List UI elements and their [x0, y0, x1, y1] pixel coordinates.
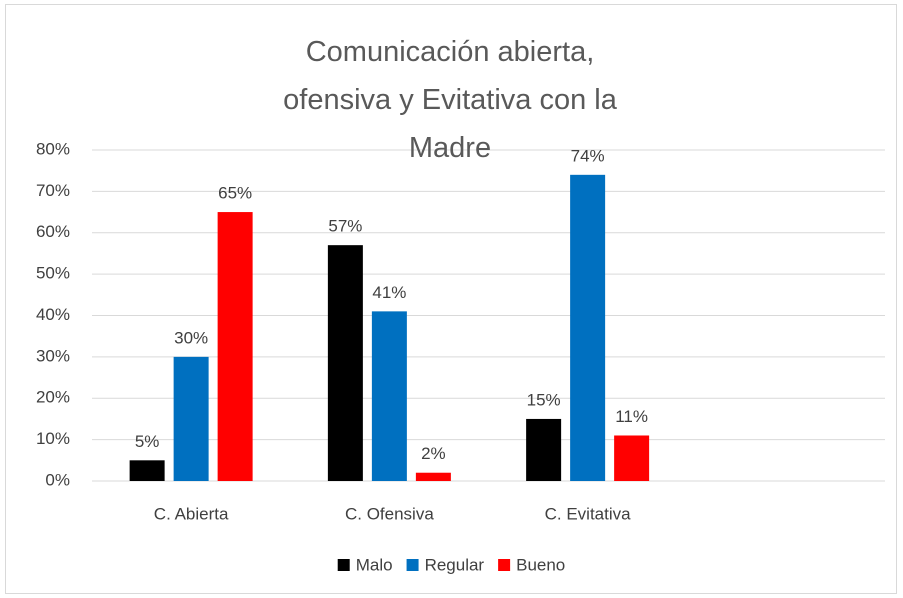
- legend-item: Regular: [406, 555, 485, 574]
- bar: [217, 212, 253, 481]
- legend-swatch: [337, 559, 350, 571]
- y-tick-label: 30%: [36, 346, 70, 365]
- data-label: 2%: [421, 444, 446, 463]
- bar: [614, 435, 650, 481]
- data-label: 11%: [615, 407, 648, 426]
- x-tick-label: C. Abierta: [154, 504, 229, 523]
- data-label: 74%: [571, 146, 605, 165]
- y-tick-label: 0%: [45, 470, 70, 489]
- bar: [129, 460, 165, 481]
- bar: [526, 418, 562, 481]
- legend-item: Malo: [337, 555, 393, 574]
- y-tick-label: 60%: [36, 222, 70, 241]
- bar: [371, 311, 407, 481]
- data-label: 30%: [174, 328, 208, 347]
- y-tick-label: 80%: [36, 139, 70, 158]
- y-tick-label: 20%: [36, 388, 70, 407]
- bar: [570, 174, 606, 481]
- legend-item: Bueno: [498, 555, 565, 574]
- chart-frame: [5, 4, 897, 594]
- data-label: 65%: [218, 184, 252, 203]
- legend-label: Regular: [425, 555, 485, 574]
- x-tick-label: C. Ofensiva: [345, 504, 434, 523]
- legend-label: Malo: [356, 555, 393, 574]
- bar: [327, 245, 363, 481]
- bar: [173, 356, 209, 481]
- legend-swatch: [498, 559, 511, 571]
- data-label: 15%: [527, 390, 561, 409]
- bar: [415, 472, 451, 481]
- x-tick-label: C. Evitativa: [545, 504, 632, 523]
- y-tick-label: 10%: [36, 429, 70, 448]
- chart-title: Comunicación abierta, ofensiva y Evitati…: [283, 36, 617, 164]
- y-tick-label: 40%: [36, 305, 70, 324]
- legend-swatch: [406, 559, 419, 571]
- data-label: 57%: [328, 217, 362, 236]
- legend-label: Bueno: [516, 555, 565, 574]
- y-tick-label: 50%: [36, 264, 70, 283]
- data-label: 5%: [135, 432, 160, 451]
- data-label: 41%: [372, 283, 406, 302]
- y-tick-label: 70%: [36, 181, 70, 200]
